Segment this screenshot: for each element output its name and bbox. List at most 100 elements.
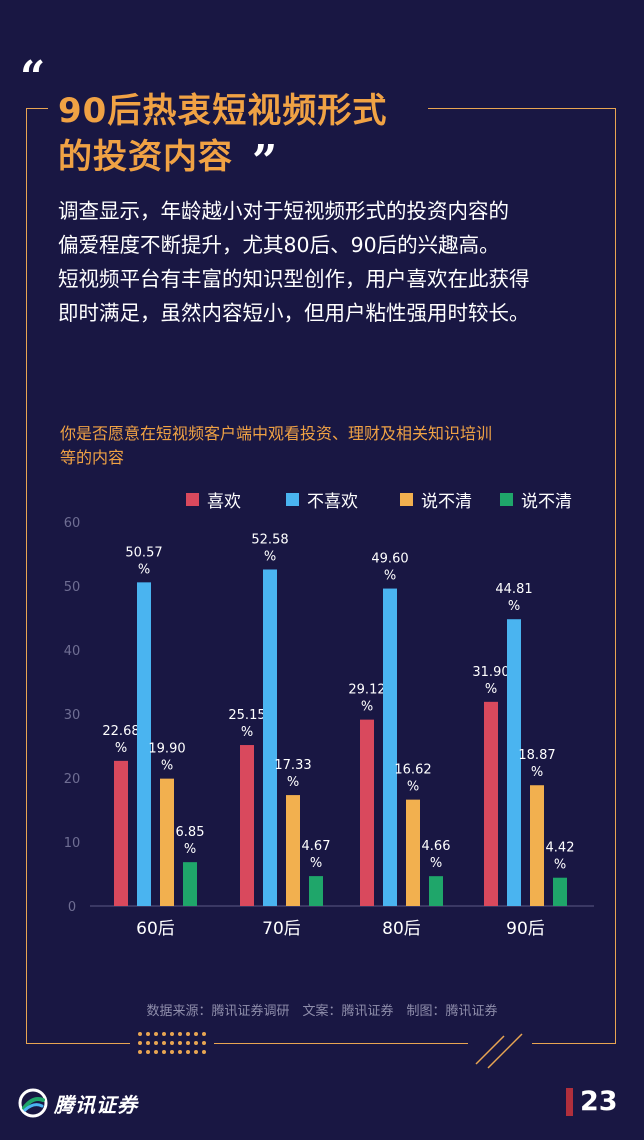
data-label-2-2: 16.62 xyxy=(394,763,431,778)
bar-3-1 xyxy=(507,619,521,906)
legend-swatch-2 xyxy=(400,492,413,506)
bar-0-3 xyxy=(183,862,197,906)
title-line-2: 的投资内容 xyxy=(58,137,233,177)
decor-dot-19 xyxy=(146,1050,150,1054)
data-label-0-3: 6.85 xyxy=(176,825,205,840)
frame-right-line xyxy=(615,108,616,1043)
decor-dot-10 xyxy=(146,1041,150,1045)
open-quote-mark: “ xyxy=(20,52,46,103)
data-label-unit-0-1: % xyxy=(138,562,150,577)
y-tick-label-0: 0 xyxy=(68,900,76,915)
brand: 腾讯证券 xyxy=(18,1086,138,1120)
y-tick-label-4: 40 xyxy=(64,644,81,659)
decor-dot-20 xyxy=(154,1050,158,1054)
bar-2-1 xyxy=(383,588,397,906)
intro-line-3: 短视频平台有丰富的知识型创作，用户喜欢在此获得 xyxy=(58,267,530,291)
legend-swatch-1 xyxy=(286,492,299,506)
frame-bottom-left-line xyxy=(26,1043,130,1044)
intro-text: 调查显示，年龄越小对于短视频形式的投资内容的 偏爱程度不断提升，尤其80后、90… xyxy=(58,194,598,330)
close-quote-mark: ” xyxy=(252,136,278,187)
data-label-unit-3-2: % xyxy=(531,765,543,780)
y-tick-label-2: 20 xyxy=(64,772,81,787)
decor-dot-13 xyxy=(170,1041,174,1045)
data-label-unit-2-1: % xyxy=(384,569,396,584)
decor-dot-18 xyxy=(138,1050,142,1054)
bar-0-0 xyxy=(114,760,128,906)
x-tick-label-0: 60后 xyxy=(136,919,175,939)
data-label-unit-1-0: % xyxy=(241,725,253,740)
bar-2-2 xyxy=(406,799,420,906)
decor-dot-4 xyxy=(170,1032,174,1036)
y-tick-label-1: 10 xyxy=(64,836,81,851)
intro-line-1: 调查显示，年龄越小对于短视频形式的投资内容的 xyxy=(58,199,509,223)
slash-decoration xyxy=(475,1033,523,1069)
chart-title-line-2: 等的内容 xyxy=(60,448,125,467)
bar-1-1 xyxy=(263,569,277,906)
legend-label-0: 喜欢 xyxy=(207,491,241,512)
data-label-0-1: 50.57 xyxy=(125,545,162,560)
data-label-unit-0-0: % xyxy=(115,741,127,756)
decor-dot-6 xyxy=(186,1032,190,1036)
y-tick-label-5: 50 xyxy=(64,580,81,595)
data-label-0-0: 22.68 xyxy=(102,724,139,739)
x-tick-label-3: 90后 xyxy=(506,919,545,939)
bar-3-2 xyxy=(530,785,544,906)
decor-dot-15 xyxy=(186,1041,190,1045)
legend-swatch-0 xyxy=(186,492,199,506)
brand-name: 腾讯证券 xyxy=(54,1092,138,1117)
data-label-unit-0-3: % xyxy=(184,842,196,857)
data-label-unit-3-1: % xyxy=(508,599,520,614)
data-label-unit-3-3: % xyxy=(554,858,566,873)
page-marker xyxy=(566,1088,573,1116)
frame-top-right-line xyxy=(428,108,616,109)
data-label-unit-2-2: % xyxy=(407,780,419,795)
decor-dot-5 xyxy=(178,1032,182,1036)
frame-left-line xyxy=(26,108,27,1043)
data-label-unit-2-0: % xyxy=(361,700,373,715)
bar-2-3 xyxy=(429,876,443,906)
data-label-3-2: 18.87 xyxy=(518,748,555,763)
legend-label-2: 说不清 xyxy=(421,491,472,512)
decor-dot-11 xyxy=(154,1041,158,1045)
data-label-unit-2-3: % xyxy=(430,856,442,871)
decor-dot-1 xyxy=(146,1032,150,1036)
legend-swatch-3 xyxy=(500,492,513,506)
legend-label-3: 说不清 xyxy=(521,491,572,512)
data-label-3-1: 44.81 xyxy=(495,582,532,597)
data-label-1-0: 25.15 xyxy=(228,708,265,723)
data-label-3-3: 4.42 xyxy=(546,841,575,856)
decor-dot-8 xyxy=(202,1032,206,1036)
decor-dot-14 xyxy=(178,1041,182,1045)
bar-1-3 xyxy=(309,876,323,906)
data-label-unit-0-2: % xyxy=(161,759,173,774)
decor-dot-7 xyxy=(194,1032,198,1036)
frame-top-left-line xyxy=(26,108,48,109)
legend-item-0: 喜欢 xyxy=(186,486,241,512)
decor-dot-9 xyxy=(138,1041,142,1045)
y-tick-label-6: 60 xyxy=(64,516,81,531)
decor-dot-21 xyxy=(162,1050,166,1054)
decor-dot-23 xyxy=(178,1050,182,1054)
data-label-1-1: 52.58 xyxy=(251,532,288,547)
chart-title: 你是否愿意在短视频客户端中观看投资、理财及相关知识培训 等的内容 xyxy=(60,422,600,470)
decor-dot-0 xyxy=(138,1032,142,1036)
source-credit: 数据来源：腾讯证券调研 文案：腾讯证券 制图：腾讯证券 xyxy=(146,1004,498,1019)
bar-1-0 xyxy=(240,745,254,906)
legend-item-1: 不喜欢 xyxy=(286,486,358,512)
brand-logo-icon xyxy=(18,1088,48,1118)
data-label-2-1: 49.60 xyxy=(371,552,408,567)
data-label-unit-1-2: % xyxy=(287,775,299,790)
bar-3-3 xyxy=(553,877,567,906)
page-number: 23 xyxy=(580,1086,618,1117)
data-label-unit-1-3: % xyxy=(310,856,322,871)
decor-dot-22 xyxy=(170,1050,174,1054)
legend-item-3: 说不清 xyxy=(500,486,572,512)
y-tick-label-3: 30 xyxy=(64,708,81,723)
data-label-2-3: 4.66 xyxy=(422,839,451,854)
x-tick-label-1: 70后 xyxy=(262,919,301,939)
data-label-2-0: 29.12 xyxy=(348,683,385,698)
data-label-1-2: 17.33 xyxy=(274,758,311,773)
data-label-0-2: 19.90 xyxy=(148,742,185,757)
frame-bottom-middle-line xyxy=(214,1043,468,1044)
decor-dot-26 xyxy=(202,1050,206,1054)
